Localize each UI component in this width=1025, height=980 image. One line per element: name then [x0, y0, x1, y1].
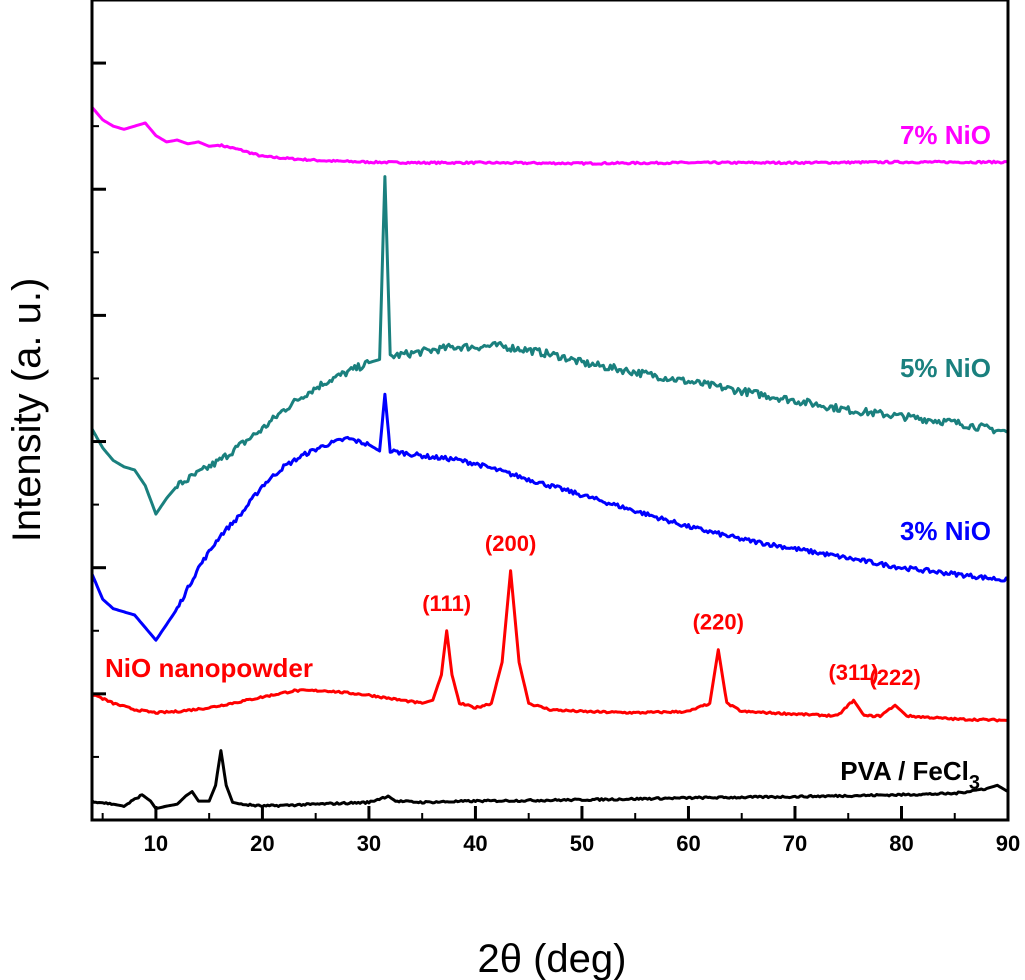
x-tick-label-7: 80 [889, 831, 913, 856]
label-pva-subscript: 3 [969, 772, 980, 794]
x-tick-label-3: 40 [463, 831, 487, 856]
label-5-nio: 5% NiO [900, 353, 991, 383]
peak-label-1: (200) [485, 531, 536, 556]
label-3-nio: 3% NiO [900, 516, 991, 546]
y-axis-title: Intensity (a. u.) [5, 278, 49, 543]
peak-labels: (111) (200) (220) (311)(222) [422, 531, 921, 690]
y-ticks [92, 61, 106, 758]
x-tick-label-5: 60 [676, 831, 700, 856]
x-tick-label-6: 70 [783, 831, 807, 856]
label-pva-main: PVA / FeCl [840, 756, 969, 786]
x-tick-label-2: 30 [357, 831, 381, 856]
peak-label-2: (220) [693, 610, 744, 635]
series-line-1 [90, 175, 1009, 516]
peak-label-4: (222) [869, 665, 920, 690]
label-7-nio: 7% NiO [900, 120, 991, 150]
series-line-0 [90, 106, 1009, 166]
plot-frame [90, 0, 1010, 822]
series-line-4 [90, 749, 1009, 811]
series-line-3 [90, 569, 1009, 723]
label-nio-nanopowder: NiO nanopowder [105, 653, 313, 683]
x-tick-label-8: 90 [996, 831, 1020, 856]
x-tick-label-4: 50 [570, 831, 594, 856]
x-axis-title: 2θ (deg) [478, 937, 627, 980]
series-layer [90, 106, 1010, 811]
label-pva-fecl3: PVA / FeCl3 [840, 756, 980, 794]
peak-label-3: (311) [828, 660, 878, 685]
x-ticks: 10 20 30 40 50 60 70 80 90 [101, 806, 1020, 856]
peak-label-0: (111) [422, 591, 471, 616]
x-tick-label-1: 20 [250, 831, 274, 856]
x-tick-label-0: 10 [144, 831, 168, 856]
series-line-2 [90, 392, 1010, 642]
